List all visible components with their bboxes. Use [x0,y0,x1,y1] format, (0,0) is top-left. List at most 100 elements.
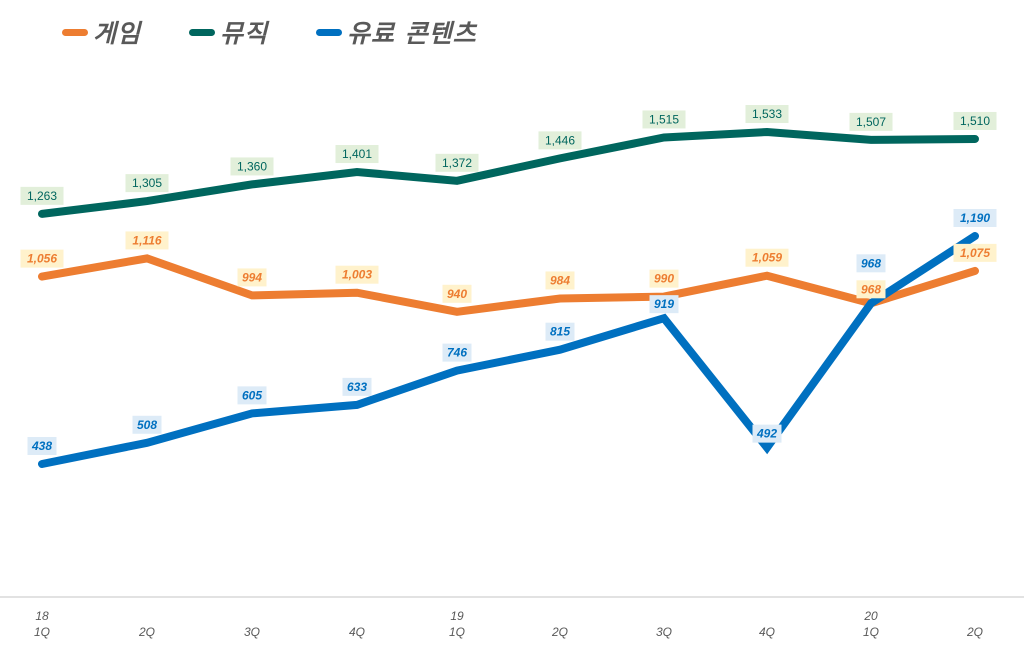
data-label-bg [856,280,886,299]
data-label-text: 1,515 [649,112,679,126]
data-label-text: 746 [447,346,467,360]
series-lines [38,127,979,468]
x-tick-quarter: 1Q [34,625,50,639]
data-label-bg [649,295,679,314]
data-label-text: 438 [31,439,52,453]
data-label-bg [442,343,472,362]
data-label-paid-content: 919 [649,295,679,314]
data-label-bg [545,271,575,290]
series-line-music[interactable] [38,127,979,218]
data-label-bg [953,208,997,227]
data-label-paid-content: 508 [132,415,162,434]
data-label-bg [27,437,57,455]
data-label-text: 1,003 [342,268,372,282]
x-tick-quarter: 3Q [244,625,260,639]
series-line-paid-content[interactable] [38,232,979,468]
data-label-bg [237,268,267,287]
x-axis-ticks: 18 1Q 2Q 3Q 4Q 19 1Q 2Q 3Q 4Q 20 1Q 2Q [34,609,983,639]
legend-item-music[interactable]: 뮤직 [189,14,268,50]
data-label-bg [649,269,679,288]
data-label-bg [752,424,782,443]
data-label-music: 1,446 [538,131,582,150]
data-label-bg [20,186,64,205]
data-label-text: 940 [447,287,467,301]
x-tick-quarter: 1Q [863,625,879,639]
data-label-game: 984 [545,271,575,290]
legend-swatch-paid-content [316,28,343,36]
data-label-text: 1,533 [752,107,782,121]
data-label-paid-content: 815 [545,322,575,341]
data-label-bg [538,131,582,150]
legend-swatch-music [189,28,216,36]
legend-item-game[interactable]: 게임 [62,14,141,50]
data-label-music: 1,401 [335,145,379,164]
data-label-text: 1,075 [960,246,990,260]
data-label-bg [856,254,886,273]
data-label-text: 605 [242,388,262,402]
data-label-text: 1,056 [27,252,57,266]
data-label-music: 1,533 [745,104,789,123]
data-label-bg [953,111,997,130]
data-label-text: 633 [347,380,367,394]
data-label-bg [20,249,64,268]
data-label-paid-content: 1,190 [953,208,997,227]
legend-label-game: 게임 [93,19,142,48]
series-line-game[interactable] [38,254,979,316]
data-label-bg [125,231,169,250]
data-label-text: 968 [861,282,881,296]
data-label-music: 1,507 [849,112,893,131]
legend-swatch-game [62,28,88,36]
x-tick-quarter: 4Q [349,625,365,639]
x-tick-year: 19 [450,609,464,623]
data-label-game: 1,056 [20,249,64,268]
chart-legend: 게임 뮤직 유료 콘텐츠 [62,12,525,52]
data-label-game: 968 [856,280,886,299]
data-label-bg [849,112,893,131]
data-label-text: 508 [137,418,157,432]
data-label-bg [745,248,789,267]
data-label-game: 1,116 [125,231,169,250]
data-label-music: 1,360 [230,157,274,176]
data-label-text: 492 [756,427,777,441]
data-label-text: 1,507 [856,115,886,129]
data-label-game: 994 [237,268,267,287]
data-label-text: 1,360 [237,159,267,173]
x-tick-quarter: 4Q [759,625,775,639]
data-label-text: 1,305 [132,176,162,190]
data-labels: 1,056 1,116 994 1,003 940 984 990 1,059 968 1,075… [20,104,997,455]
data-label-text: 1,263 [27,189,57,203]
data-label-text: 1,059 [752,251,782,265]
x-tick-year: 18 [35,609,49,623]
data-label-music: 1,263 [20,186,64,205]
data-label-text: 994 [242,270,262,284]
data-label-text: 984 [550,273,570,287]
data-label-text: 1,401 [342,147,372,161]
data-label-game: 990 [649,269,679,288]
data-label-paid-content: 438 [27,437,57,455]
data-label-bg [132,415,162,434]
data-label-game: 940 [442,284,472,303]
data-label-paid-content: 633 [342,377,372,396]
data-label-bg [237,386,267,405]
data-label-text: 815 [550,325,570,339]
data-label-paid-content: 605 [237,386,267,405]
data-label-bg [545,322,575,341]
data-label-music: 1,305 [125,174,169,193]
data-label-text: 1,446 [545,133,575,147]
data-label-bg [435,153,479,172]
data-label-text: 1,510 [960,114,990,128]
data-label-music: 1,515 [642,110,686,129]
legend-item-paid-content[interactable]: 유료 콘텐츠 [316,14,477,50]
x-tick-quarter: 2Q [551,625,568,639]
data-label-bg [953,243,997,262]
data-label-game: 1,003 [335,265,379,284]
data-label-bg [335,265,379,284]
data-label-bg [230,157,274,176]
data-label-text: 1,372 [442,156,472,170]
data-label-text: 1,116 [132,233,161,247]
data-label-bg [335,145,379,164]
data-label-bg [125,174,169,193]
x-tick-year: 20 [863,609,878,623]
legend-label-music: 뮤직 [220,19,269,48]
